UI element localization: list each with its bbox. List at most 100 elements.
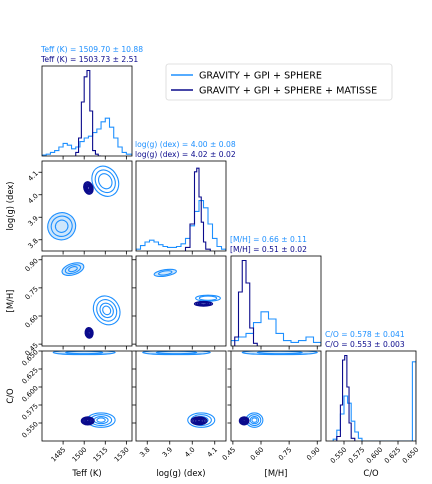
contour-level xyxy=(192,417,206,425)
y-tick-label-logg: 3.8 xyxy=(27,237,40,250)
x-tick-label-mh: 0.90 xyxy=(305,446,321,462)
contour-level xyxy=(91,165,120,197)
x-tick-label-co: 0.550 xyxy=(329,446,348,465)
contour-logg-mh-light xyxy=(153,268,177,277)
contour-logg-mh-dark xyxy=(193,300,214,307)
contour-level xyxy=(98,173,113,190)
contour-level xyxy=(187,412,216,428)
title-light-mh: [M/H] = 0.66 ± 0.11 xyxy=(230,235,307,244)
x-tick-label-co: 0.650 xyxy=(401,446,420,465)
title-dark-mh: [M/H] = 0.51 ± 0.02 xyxy=(230,245,307,254)
contour-level xyxy=(96,417,106,423)
contour-mh-co-light xyxy=(241,351,318,356)
contour-teff-co-dark xyxy=(80,416,95,426)
x-axis-label-mh: [M/H] xyxy=(265,468,288,478)
contour-level xyxy=(86,330,92,336)
contour-level xyxy=(86,185,91,191)
y-tick-label-logg: 3.9 xyxy=(27,214,40,227)
x-tick-label-teff: 1500 xyxy=(71,446,89,464)
y-tick-label-co: 0.550 xyxy=(20,420,39,439)
contour-level xyxy=(96,299,118,322)
contour-level xyxy=(196,419,202,423)
contour-level xyxy=(83,417,93,424)
histogram-teff-dark xyxy=(75,69,102,156)
y-tick-label-logg: 4.0 xyxy=(27,192,40,205)
x-tick-label-logg: 4.0 xyxy=(183,446,196,459)
contour-level xyxy=(198,295,218,301)
y-tick-label-co: 0.600 xyxy=(20,384,39,403)
contour-level xyxy=(85,184,91,192)
contour-level xyxy=(195,418,203,424)
contour-level xyxy=(193,417,205,424)
contour-logg-co-light xyxy=(142,351,211,356)
x-tick-label-teff: 1530 xyxy=(113,446,131,464)
y-tick-label-mh: 0.60 xyxy=(23,313,39,329)
panel-frame xyxy=(230,255,322,347)
contour-teff-logg-dark xyxy=(83,181,94,195)
contour-level xyxy=(61,262,85,276)
contour-logg-co-dark xyxy=(190,416,208,426)
contour-level xyxy=(68,266,78,273)
contour-mh-co-dark xyxy=(238,416,250,426)
title-dark-logg: log(g) (dex) = 4.02 ± 0.02 xyxy=(135,150,236,159)
contour-teff-co-light xyxy=(52,351,116,356)
contour-level xyxy=(102,305,112,316)
x-axis-label-co: C/O xyxy=(363,468,379,478)
panel-frame xyxy=(135,255,227,347)
contour-teff-logg-light xyxy=(91,165,120,197)
histogram-co-light xyxy=(332,361,416,441)
contour-level xyxy=(199,302,208,306)
contour-level xyxy=(239,417,249,425)
contour-level xyxy=(84,183,92,193)
contour-level xyxy=(85,328,93,338)
title-light-teff: Teff (K) = 1509.70 ± 10.88 xyxy=(40,45,143,54)
x-tick-label-logg: 3.9 xyxy=(161,446,174,459)
panel-frame xyxy=(135,160,227,252)
x-tick-label-co: 0.600 xyxy=(365,446,384,465)
contour-level xyxy=(50,215,73,237)
y-tick-label-logg: 4.1 xyxy=(27,169,40,182)
x-tick-label-co: 0.575 xyxy=(347,446,366,465)
contour-level xyxy=(81,417,94,425)
contour-level xyxy=(241,418,247,424)
panel-frame xyxy=(41,350,133,442)
histogram-teff-light xyxy=(42,117,132,156)
histogram-logg-dark xyxy=(184,167,211,251)
x-axis-label-teff: Teff (K) xyxy=(71,468,101,478)
contour-level xyxy=(85,419,90,423)
x-tick-label-logg: 3.8 xyxy=(138,446,151,459)
histogram-co-dark xyxy=(336,354,356,441)
panel-frame xyxy=(41,160,133,252)
x-tick-label-mh: 0.60 xyxy=(249,446,265,462)
histogram-mh-light xyxy=(231,311,321,346)
contour-level xyxy=(158,270,173,276)
contour-level xyxy=(47,212,77,241)
contour-level xyxy=(64,264,82,275)
y-tick-label-co: 0.625 xyxy=(20,366,39,385)
panel-frame xyxy=(135,350,227,442)
contour-level xyxy=(99,302,114,319)
contour-level xyxy=(92,295,121,326)
contour-level xyxy=(84,182,93,194)
contour-level xyxy=(251,417,258,423)
legend: GRAVITY + GPI + SPHERE GRAVITY + GPI + SP… xyxy=(165,63,393,101)
contour-level xyxy=(84,418,91,424)
contour-level xyxy=(153,268,177,277)
y-axis-label-mh: [M/H] xyxy=(5,290,15,313)
histogram-mh-dark xyxy=(234,259,258,346)
x-tick-label-co: 0.625 xyxy=(383,446,402,465)
contour-level xyxy=(240,417,248,424)
x-tick-label-logg: 4.1 xyxy=(206,446,219,459)
contour-teff-mh-dark xyxy=(84,326,94,339)
title-light-logg: log(g) (dex) = 4.00 ± 0.08 xyxy=(135,140,236,149)
contour-level xyxy=(54,219,69,233)
legend-label: GRAVITY + GPI + SPHERE + MATISSE xyxy=(199,86,377,97)
panel-frame xyxy=(325,350,417,442)
panel-frame xyxy=(230,350,322,442)
histogram-logg-light xyxy=(136,200,226,251)
contour-level xyxy=(87,331,91,335)
x-tick-label-mh: 0.45 xyxy=(221,446,237,462)
x-tick-label-teff: 1515 xyxy=(92,446,110,464)
contour-level xyxy=(86,329,93,337)
